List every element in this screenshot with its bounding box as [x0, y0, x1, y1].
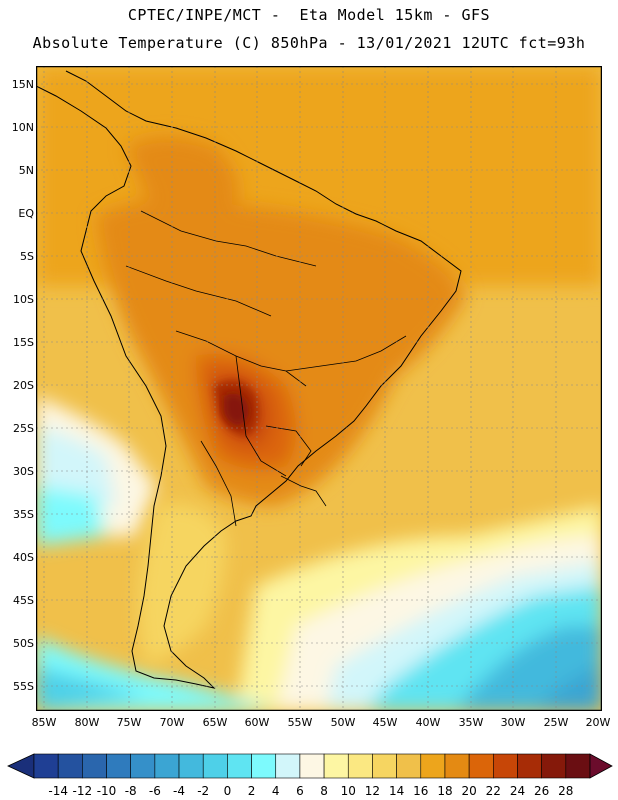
- legend-tick-label: 14: [388, 784, 405, 798]
- legend-tick-label: 0: [223, 784, 232, 798]
- lat-label: 55S: [13, 680, 34, 693]
- legend-tick-label: -8: [124, 784, 137, 798]
- legend-swatch: [372, 753, 397, 779]
- lon-label: 65W: [202, 716, 228, 729]
- legend-tick-label: 20: [461, 784, 477, 798]
- legend-tick-label: 26: [534, 784, 550, 798]
- legend-tick-label: -10: [96, 784, 117, 798]
- lat-label: 10S: [13, 293, 34, 306]
- lon-label: 75W: [116, 716, 142, 729]
- legend-tick-label: 12: [364, 784, 381, 798]
- legend-tick-label: 10: [340, 784, 356, 798]
- lon-label: 30W: [500, 716, 526, 729]
- temperature-field: [36, 66, 602, 711]
- lon-label: 25W: [543, 716, 569, 729]
- legend-swatch: [154, 753, 180, 779]
- lon-label: 70W: [159, 716, 185, 729]
- map-frame: [36, 66, 602, 711]
- legend-swatch: [396, 753, 422, 779]
- legend-tick-label: 6: [296, 784, 304, 798]
- chart-title: CPTEC/INPE/MCT - Eta Model 15km - GFS: [127, 6, 491, 24]
- legend-swatch: [420, 753, 446, 779]
- legend-swatch: [275, 753, 301, 779]
- legend-swatch: [227, 753, 252, 779]
- lon-label: 50W: [330, 716, 356, 729]
- legend-tick-label: -6: [148, 784, 161, 798]
- legend-swatch: [468, 753, 494, 779]
- lat-label: 15N: [11, 78, 34, 91]
- legend-swatch: [178, 753, 204, 779]
- legend-tick-label: 24: [509, 784, 526, 798]
- legend-high-arrow: [589, 753, 613, 779]
- lon-label: 80W: [74, 716, 100, 729]
- legend-swatch: [323, 753, 349, 779]
- legend-swatch: [493, 753, 518, 779]
- legend-swatch: [82, 753, 107, 779]
- color-legend: [7, 753, 613, 779]
- legend-tick-label: -2: [197, 784, 210, 798]
- lon-label: 20W: [585, 716, 611, 729]
- legend-swatch: [444, 753, 470, 779]
- temperature-map: [36, 66, 602, 711]
- legend-swatch: [33, 753, 59, 779]
- lat-label: 25S: [13, 422, 34, 435]
- legend-tick-label: 4: [271, 784, 280, 798]
- lon-label: 55W: [287, 716, 313, 729]
- legend-tick-label: 28: [558, 784, 574, 798]
- chart-subtitle: Absolute Temperature (C) 850hPa - 13/01/…: [32, 34, 586, 52]
- lon-label: 40W: [415, 716, 441, 729]
- legend-tick-label: -14: [48, 784, 68, 798]
- legend-tick-label: -12: [72, 784, 93, 798]
- lon-label: 60W: [244, 716, 270, 729]
- legend-tick-label: 18: [437, 784, 453, 798]
- legend-swatch: [565, 753, 591, 779]
- legend-swatch: [130, 753, 156, 779]
- lat-label: 35S: [13, 508, 34, 521]
- legend-swatch: [541, 753, 567, 779]
- lat-label: 5N: [18, 164, 34, 177]
- legend-tick-label: -4: [173, 784, 186, 798]
- legend-low-arrow: [7, 753, 35, 779]
- lat-label: 5S: [20, 250, 34, 263]
- legend-tick-label: 22: [485, 784, 501, 798]
- graticule: [36, 66, 602, 711]
- lon-label: 35W: [458, 716, 484, 729]
- lon-label: 85W: [31, 716, 57, 729]
- lon-label: 45W: [372, 716, 398, 729]
- lat-label: EQ: [18, 207, 34, 220]
- legend-tick-label: 8: [320, 784, 328, 798]
- legend-tick-label: 2: [247, 784, 256, 798]
- country-borders: [125, 210, 407, 527]
- lat-label: 30S: [13, 465, 34, 478]
- legend-swatch: [251, 753, 277, 779]
- legend-swatch: [57, 753, 83, 779]
- legend-tick-label: 16: [413, 784, 429, 798]
- legend-swatch: [106, 753, 131, 779]
- lat-label: 10N: [11, 121, 34, 134]
- coastline: [36, 70, 462, 689]
- lat-label: 45S: [13, 594, 34, 607]
- legend-swatch: [517, 753, 542, 779]
- lat-label: 20S: [13, 379, 34, 392]
- legend-swatch: [202, 753, 228, 779]
- lat-label: 40S: [13, 551, 34, 564]
- lat-label: 50S: [13, 637, 34, 650]
- legend-swatch: [347, 753, 373, 779]
- legend-swatch: [299, 753, 325, 779]
- lat-label: 15S: [13, 336, 34, 349]
